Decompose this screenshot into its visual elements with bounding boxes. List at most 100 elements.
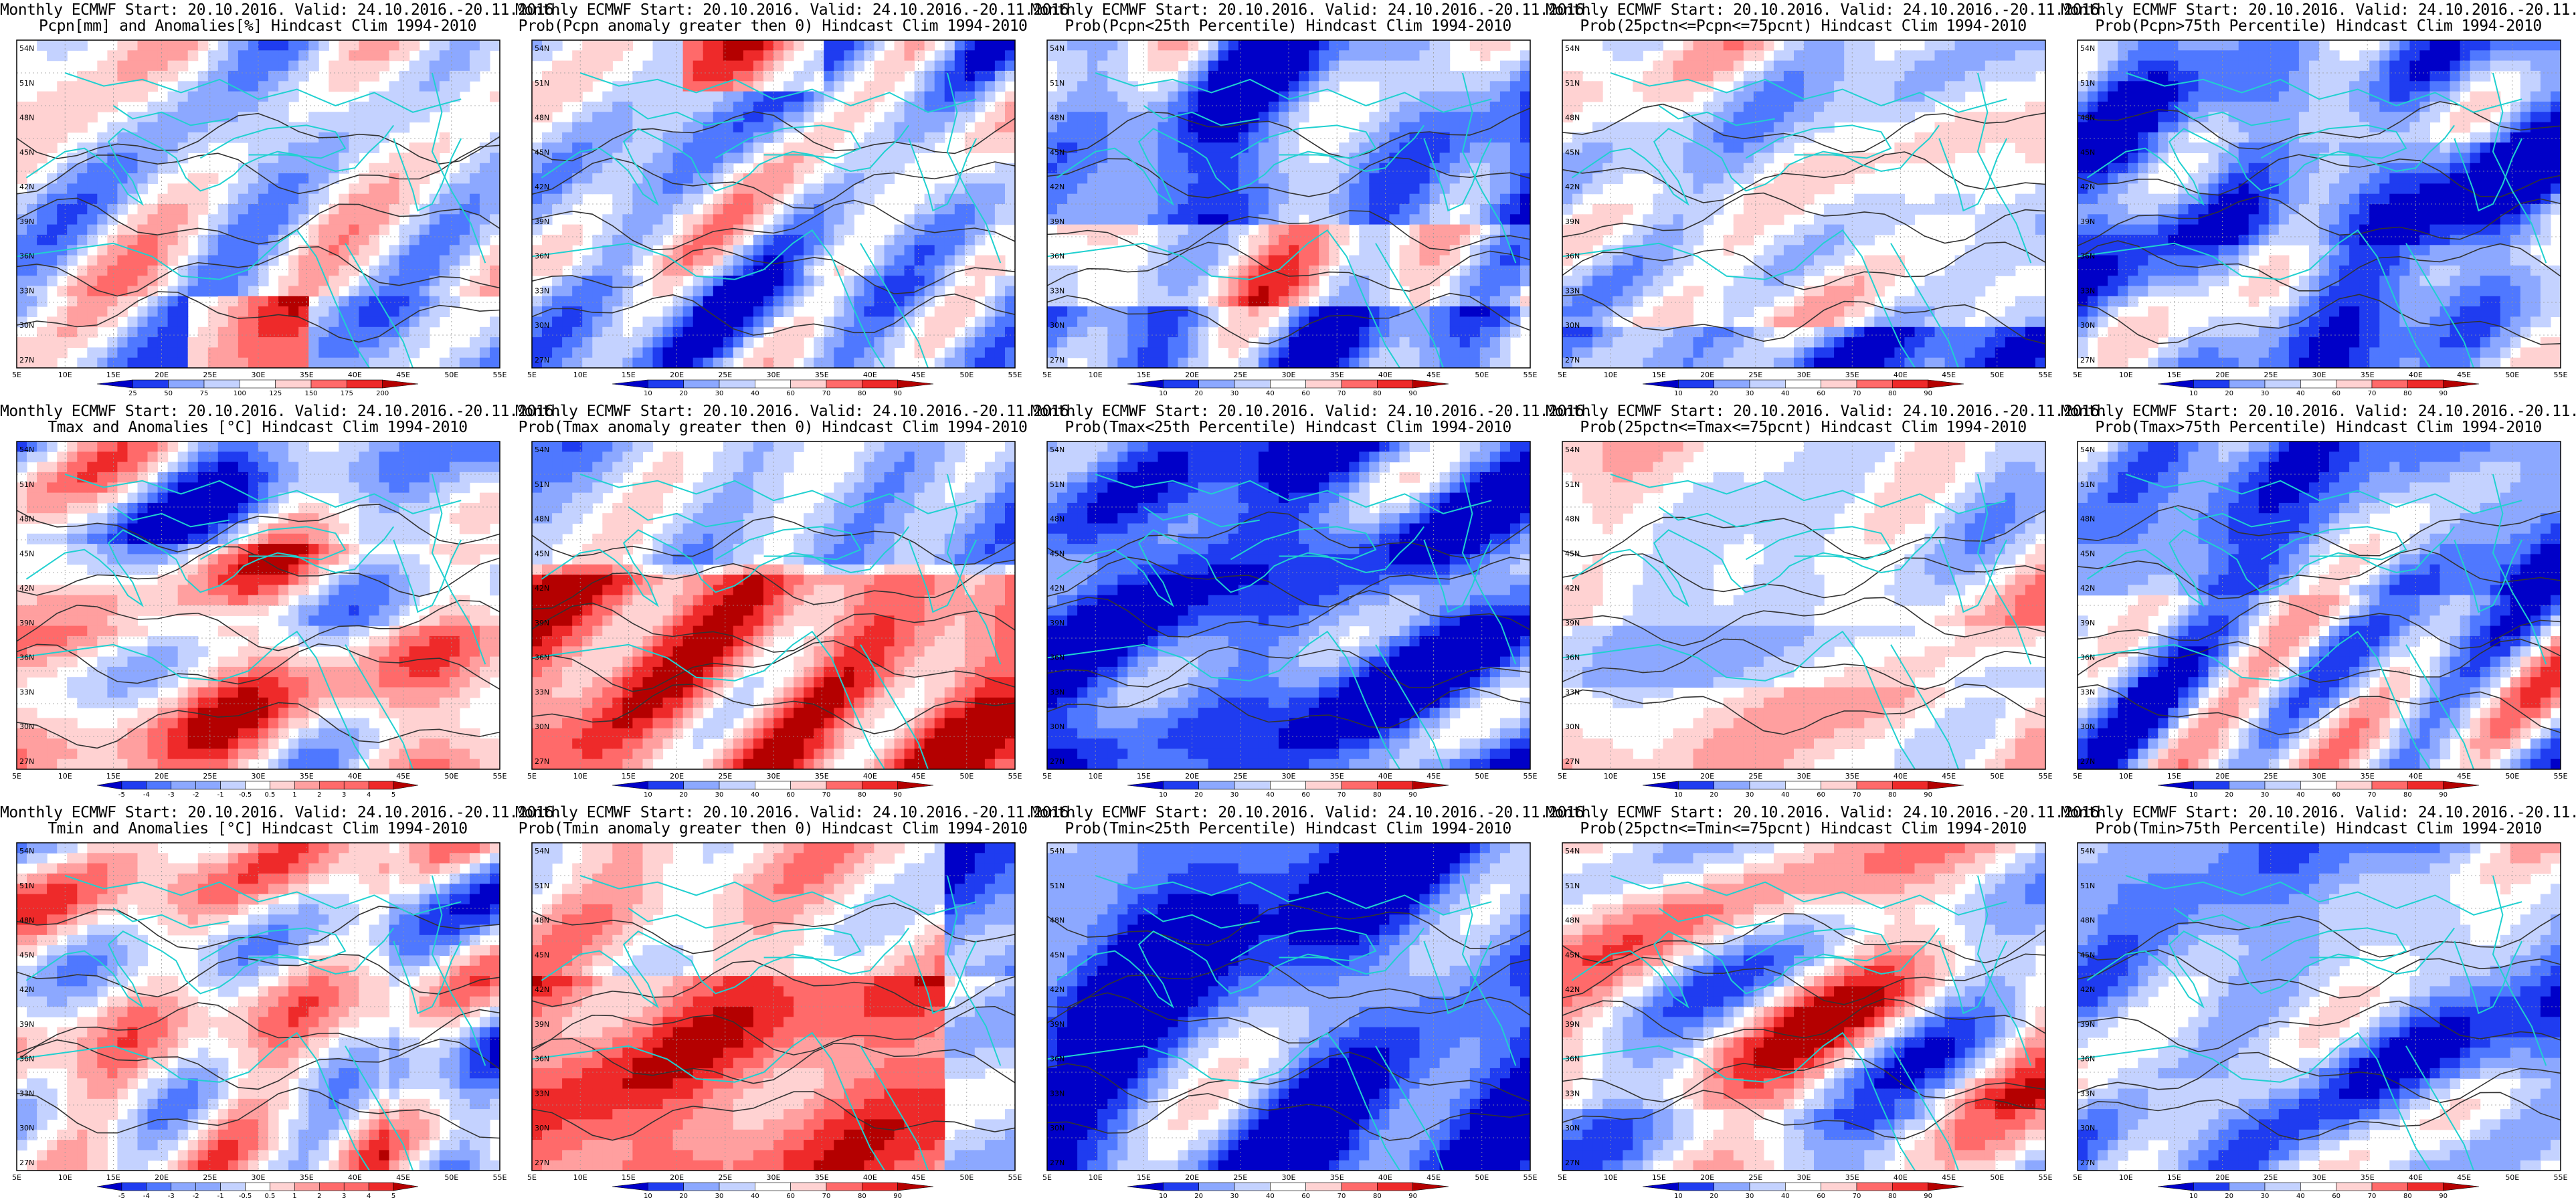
lat-tick-label: 27N	[19, 356, 34, 365]
colorbar-tick-label: 20	[2225, 1193, 2233, 1200]
lon-tick-label: 45E	[911, 772, 925, 781]
colorbar-swatch	[195, 781, 221, 790]
colorbar-tick-label: 20	[1194, 1193, 1203, 1200]
lon-tick-label: 15E	[1137, 371, 1151, 379]
colorbar-swatch	[2264, 379, 2301, 389]
colorbar-swatch	[1412, 1182, 1449, 1191]
colorbar-swatch	[343, 1182, 369, 1191]
colorbar-swatch	[1341, 379, 1378, 389]
lon-tick-label: 40E	[1378, 1173, 1392, 1182]
colorbar-swatch	[2371, 379, 2408, 389]
lat-tick-label: 54N	[535, 445, 549, 454]
lon-tick-label: 55E	[2554, 371, 2568, 379]
lat-tick-label: 30N	[19, 1124, 34, 1132]
lon-tick-label: 10E	[1089, 371, 1103, 379]
map-svg: 54N 51N 48N 45N 42N 39N 36N 33N 30N 27N 5E 10E 15E 20…	[1042, 842, 1538, 1200]
colorbar-swatch	[1412, 781, 1449, 790]
map-field	[17, 40, 500, 368]
lat-tick-label: 33N	[1050, 688, 1065, 696]
lon-tick-label: 25E	[203, 772, 217, 781]
lat-tick-label: 36N	[1565, 654, 1580, 662]
colorbar-tick-label: 70	[1338, 390, 1346, 397]
lon-tick-label: 10E	[2119, 371, 2133, 379]
lon-tick-label: 5E	[12, 371, 21, 379]
colorbar-tick-label: 25	[128, 390, 137, 397]
colorbar-swatch	[132, 379, 169, 389]
lat-tick-label: 30N	[1050, 1124, 1065, 1132]
colorbar-tick-label: 40	[1266, 1193, 1275, 1200]
lon-tick-label: 20E	[670, 371, 684, 379]
lat-tick-label: 48N	[2080, 114, 2095, 122]
lat-tick-label: 45N	[19, 148, 34, 157]
lat-tick-label: 45N	[19, 549, 34, 558]
colorbar-swatch	[1856, 781, 1893, 790]
lat-tick-label: 42N	[535, 985, 549, 994]
colorbar-swatch	[612, 379, 648, 389]
map-svg: 54N 51N 48N 45N 42N 39N 36N 33N 30N 27N 5E 10E 15E 20…	[2073, 39, 2568, 397]
colorbar-tick-label: 60	[2332, 791, 2340, 799]
lon-tick-label: 20E	[1185, 371, 1199, 379]
lon-tick-label: 40E	[348, 772, 362, 781]
lon-tick-label: 45E	[396, 371, 410, 379]
lon-tick-label: 30E	[1282, 371, 1296, 379]
lon-tick-label: 55E	[2039, 1173, 2053, 1182]
map-panel: 54N 51N 48N 45N 42N 39N 36N 33N 30N 27N 5E 10E 15E 20…	[2061, 803, 2576, 1204]
colorbar-tick-label: 60	[786, 791, 795, 799]
lat-tick-label: 42N	[2080, 183, 2095, 191]
colorbar-swatch	[1642, 781, 1679, 790]
colorbar-tick-label: -2	[193, 1193, 199, 1200]
lon-tick-label: 55E	[493, 772, 507, 781]
lon-tick-label: 40E	[1378, 371, 1392, 379]
colorbar-tick-label: -0.5	[239, 791, 252, 799]
lat-tick-label: 39N	[1565, 1020, 1580, 1029]
colorbar: 10 20 30 40 60 70 80 90	[1642, 379, 1964, 397]
lon-tick-label: 25E	[2264, 371, 2278, 379]
panel-title-line2: Prob(Pcpn<25th Percentile) Hindcast Clim…	[1030, 17, 1546, 35]
lon-tick-label: 45E	[1427, 371, 1441, 379]
lon-tick-label: 5E	[1558, 1173, 1567, 1182]
lon-tick-label: 30E	[2312, 371, 2326, 379]
lon-tick-label: 35E	[1845, 1173, 1859, 1182]
lon-tick-label: 40E	[863, 1173, 877, 1182]
lat-tick-label: 48N	[1565, 515, 1580, 524]
colorbar: -5 -4 -3 -2 -1 -0.5 0.5 1 2 3 4 5	[96, 1182, 419, 1200]
colorbar-tick-label: 70	[2368, 390, 2377, 397]
lon-tick-label: 25E	[718, 1173, 732, 1182]
lon-tick-label: 15E	[2167, 772, 2181, 781]
colorbar-swatch	[2443, 781, 2480, 790]
colorbar: 10 20 30 40 60 70 80 90	[612, 379, 934, 397]
lon-tick-label: 45E	[1427, 1173, 1441, 1182]
colorbar-swatch	[862, 781, 898, 790]
lat-tick-label: 30N	[535, 722, 549, 731]
colorbar-tick-label: 70	[2368, 791, 2377, 799]
map-field	[532, 843, 1015, 1171]
panel-title-line2: Pcpn[mm] and Anomalies[%] Hindcast Clim …	[0, 17, 515, 35]
colorbar-tick-label: 1	[292, 1193, 296, 1200]
colorbar-tick-label: 30	[715, 390, 724, 397]
lon-tick-label: 25E	[1748, 371, 1762, 379]
lat-tick-label: 51N	[19, 79, 34, 88]
colorbar-swatch	[393, 781, 419, 790]
lat-tick-label: 48N	[1050, 515, 1065, 524]
lat-tick-label: 27N	[2080, 356, 2095, 365]
colorbar-tick-label: 5	[391, 791, 395, 799]
colorbar-swatch	[1749, 1182, 1786, 1191]
lon-tick-label: 15E	[106, 371, 120, 379]
lon-tick-label: 10E	[573, 772, 587, 781]
colorbar-swatch	[1377, 1182, 1413, 1191]
lon-tick-label: 10E	[573, 371, 587, 379]
colorbar-swatch	[1270, 1182, 1306, 1191]
lat-tick-label: 39N	[535, 1020, 549, 1029]
lat-tick-label: 54N	[19, 847, 34, 856]
colorbar-swatch	[2229, 1182, 2266, 1191]
panel-title-line2: Prob(Tmax anomaly greater then 0) Hindca…	[515, 419, 1030, 436]
colorbar-tick-label: 80	[2403, 390, 2412, 397]
lon-tick-label: 5E	[527, 1173, 537, 1182]
colorbar-swatch	[2407, 1182, 2444, 1191]
colorbar-tick-label: 10	[644, 1193, 652, 1200]
map-field	[2078, 843, 2561, 1171]
panel-title-line2: Prob(Tmax>75th Percentile) Hindcast Clim…	[2061, 419, 2576, 436]
lat-tick-label: 45N	[535, 148, 549, 157]
lon-tick-label: 10E	[1604, 371, 1618, 379]
map-svg: 54N 51N 48N 45N 42N 39N 36N 33N 30N 27N 5E 10E 15E 20…	[1558, 441, 2053, 799]
